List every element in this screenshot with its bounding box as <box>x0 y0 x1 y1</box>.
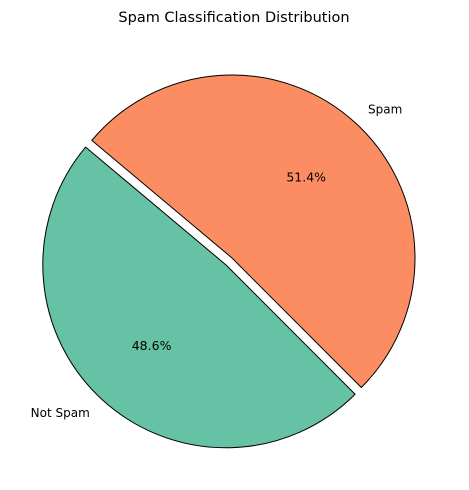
pie-pct-label-not-spam: 48.6% <box>132 338 172 353</box>
pie-slice-spam <box>91 74 416 388</box>
pie-slices <box>42 74 416 449</box>
pie-labels: 48.6% Not Spam 51.4% Spam <box>31 103 403 420</box>
pie-pct-label-spam: 51.4% <box>286 170 326 185</box>
chart-title: Spam Classification Distribution <box>118 10 349 26</box>
pie-label-spam: Spam <box>368 103 402 117</box>
pie-slice-not-spam <box>42 146 356 449</box>
pie-label-not-spam: Not Spam <box>31 406 90 420</box>
